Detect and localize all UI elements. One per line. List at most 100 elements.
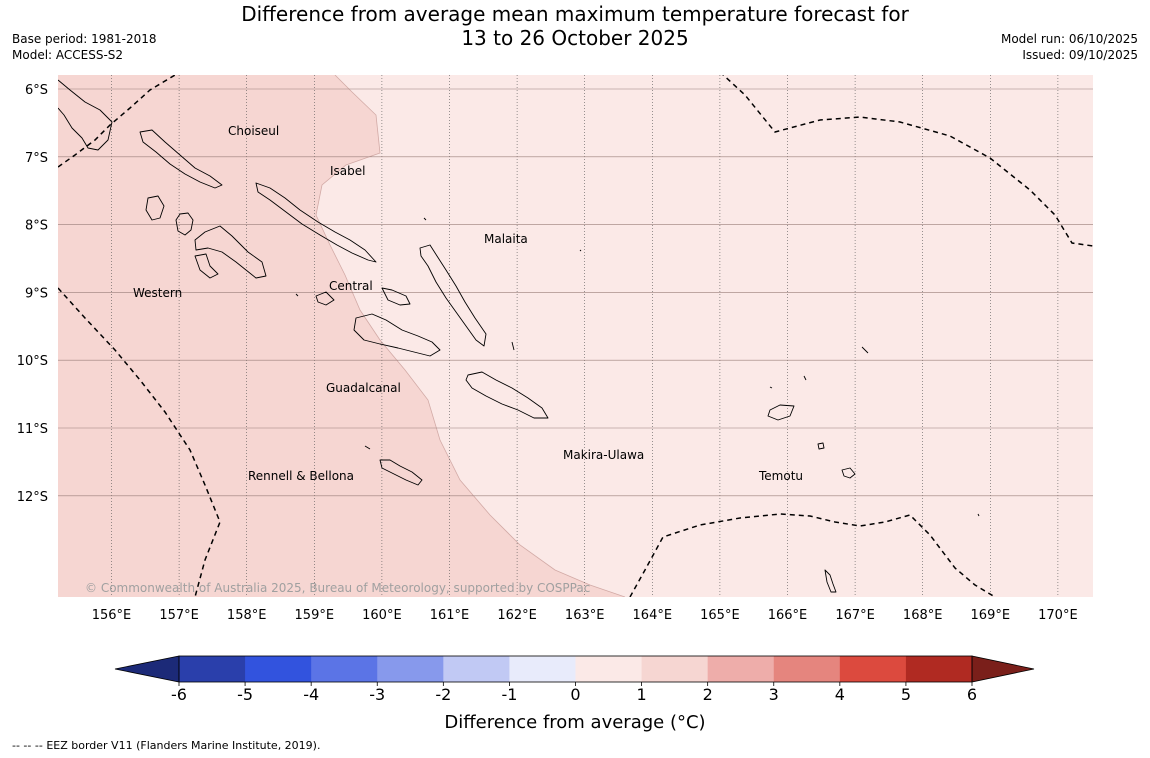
lon-tick-label: 163°E bbox=[565, 608, 605, 623]
island-guadalcanal bbox=[353, 313, 441, 357]
colorbar-bin bbox=[575, 656, 643, 682]
colorbar-tick-label: -3 bbox=[369, 685, 385, 704]
colorbar-ticks: -6 -5 -4 -3 -2 -1 0 1 2 3 4 5 6 bbox=[171, 682, 977, 704]
map-title: Difference from average mean maximum tem… bbox=[0, 2, 1150, 50]
label-guadalcanal: Guadalcanal bbox=[326, 381, 401, 395]
label-malaita: Malaita bbox=[484, 232, 528, 246]
colorbar-tick-label: -6 bbox=[171, 685, 187, 704]
colorbar-tick-label: 2 bbox=[703, 685, 713, 704]
colorbar-tick-label: -1 bbox=[501, 685, 517, 704]
island-bougainville bbox=[58, 79, 113, 151]
label-makira-ulawa: Makira-Ulawa bbox=[563, 448, 644, 462]
island-anuta bbox=[824, 569, 837, 593]
contour-line bbox=[315, 75, 626, 597]
colorbar-under-arrow bbox=[114, 655, 180, 683]
colorbar-bins bbox=[179, 656, 973, 682]
colorbar-tick-label: 1 bbox=[636, 685, 646, 704]
label-isabel: Isabel bbox=[330, 164, 365, 178]
colorbar-tick-label: 4 bbox=[835, 685, 845, 704]
lat-tick-label: 10°S bbox=[17, 354, 48, 369]
colorbar-bin bbox=[245, 656, 312, 682]
meta-left: Base period: 1981-2018 Model: ACCESS-S2 bbox=[12, 31, 157, 63]
lon-tick-label: 156°E bbox=[92, 608, 132, 623]
lat-tick-label: 11°S bbox=[17, 422, 48, 437]
colorbar-tick-label: 6 bbox=[967, 685, 977, 704]
colorbar-bin bbox=[839, 656, 907, 682]
colorbar-tick-label: -4 bbox=[303, 685, 319, 704]
gridlines bbox=[58, 75, 1093, 597]
colorbar-bin bbox=[443, 656, 510, 682]
colorbar-tick-label: -2 bbox=[435, 685, 451, 704]
lon-tick-label: 166°E bbox=[768, 608, 808, 623]
lon-tick-label: 157°E bbox=[159, 608, 199, 623]
colorbar-bin bbox=[707, 656, 775, 682]
latitude-labels: 6°S 7°S 8°S 9°S 10°S 11°S 12°S bbox=[17, 83, 48, 505]
island-malaita bbox=[419, 244, 487, 347]
eez-border bbox=[58, 75, 1093, 597]
longitude-labels: 156°E 157°E 158°E 159°E 160°E 161°E 162°E 163°E… bbox=[92, 608, 1078, 623]
lat-tick-label: 9°S bbox=[25, 286, 48, 301]
lon-tick-label: 159°E bbox=[295, 608, 335, 623]
issued-date: Issued: 09/10/2025 bbox=[1022, 48, 1138, 62]
base-period: Base period: 1981-2018 bbox=[12, 32, 157, 46]
eez-legend: -- -- -- EEZ border V11 (Flanders Marine… bbox=[12, 739, 320, 752]
island-new-georgia bbox=[175, 212, 267, 279]
island-tikopia bbox=[817, 442, 825, 450]
lon-tick-label: 158°E bbox=[227, 608, 267, 623]
model-run: Model run: 06/10/2025 bbox=[1000, 32, 1138, 46]
forecast-map: © Commonwealth of Australia 2025, Bureau… bbox=[17, 75, 1093, 623]
lat-tick-label: 6°S bbox=[25, 83, 48, 98]
lon-tick-label: 160°E bbox=[362, 608, 402, 623]
colorbar-over-arrow bbox=[971, 655, 1035, 683]
island-makira bbox=[465, 371, 549, 419]
colorbar-label: Difference from average (°C) bbox=[444, 712, 705, 733]
lon-tick-label: 162°E bbox=[497, 608, 537, 623]
anomaly-region-1-2 bbox=[58, 75, 625, 597]
island-choiseul bbox=[139, 129, 223, 189]
lon-tick-label: 169°E bbox=[971, 608, 1011, 623]
lat-tick-label: 8°S bbox=[25, 219, 48, 234]
island-small-islets bbox=[295, 217, 980, 517]
lon-tick-label: 167°E bbox=[835, 608, 875, 623]
colorbar-bin bbox=[641, 656, 709, 682]
colorbar-tick-label: -5 bbox=[237, 685, 253, 704]
model-name: Model: ACCESS-S2 bbox=[12, 48, 124, 62]
copyright-text: © Commonwealth of Australia 2025, Bureau… bbox=[85, 581, 590, 595]
meta-right: Model run: 06/10/2025 Issued: 09/10/2025 bbox=[1001, 31, 1138, 63]
eez-legend-symbol: -- -- -- bbox=[12, 739, 43, 752]
lon-tick-label: 164°E bbox=[633, 608, 673, 623]
lat-tick-label: 7°S bbox=[25, 151, 48, 166]
label-temotu: Temotu bbox=[758, 469, 803, 483]
colorbar-tick-label: 3 bbox=[769, 685, 779, 704]
label-central: Central bbox=[329, 279, 373, 293]
colorbar-bin bbox=[905, 656, 973, 682]
island-vanikoro bbox=[841, 467, 856, 479]
title-line-2: 13 to 26 October 2025 bbox=[461, 26, 689, 50]
lon-tick-label: 165°E bbox=[700, 608, 740, 623]
colorbar-tick-label: 5 bbox=[901, 685, 911, 704]
colorbar-frame bbox=[178, 655, 973, 683]
coastlines bbox=[58, 79, 980, 593]
label-western: Western bbox=[133, 286, 182, 300]
lon-tick-label: 170°E bbox=[1038, 608, 1078, 623]
colorbar-bin bbox=[773, 656, 841, 682]
label-rennell-bellona: Rennell & Bellona bbox=[248, 469, 354, 483]
lon-tick-label: 161°E bbox=[430, 608, 470, 623]
island-isabel bbox=[255, 182, 377, 263]
island-rendova bbox=[194, 253, 219, 279]
colorbar-bin bbox=[179, 656, 246, 682]
island-rennell bbox=[379, 459, 423, 486]
label-choiseul: Choiseul bbox=[228, 124, 279, 138]
island-santa-cruz bbox=[767, 404, 795, 421]
lon-tick-label: 168°E bbox=[903, 608, 943, 623]
eez-legend-text: EEZ border V11 (Flanders Marine Institut… bbox=[46, 739, 321, 752]
colorbar-bin bbox=[377, 656, 444, 682]
colorbar-bin bbox=[311, 656, 378, 682]
region-labels: Choiseul Isabel Malaita Western Central … bbox=[133, 124, 803, 483]
title-line-1: Difference from average mean maximum tem… bbox=[241, 2, 909, 26]
colorbar-tick-label: 0 bbox=[570, 685, 580, 704]
map-area: © Commonwealth of Australia 2025, Bureau… bbox=[58, 75, 1093, 597]
island-florida bbox=[315, 287, 411, 306]
island-vella-lavella bbox=[145, 195, 165, 221]
lat-tick-label: 12°S bbox=[17, 490, 48, 505]
